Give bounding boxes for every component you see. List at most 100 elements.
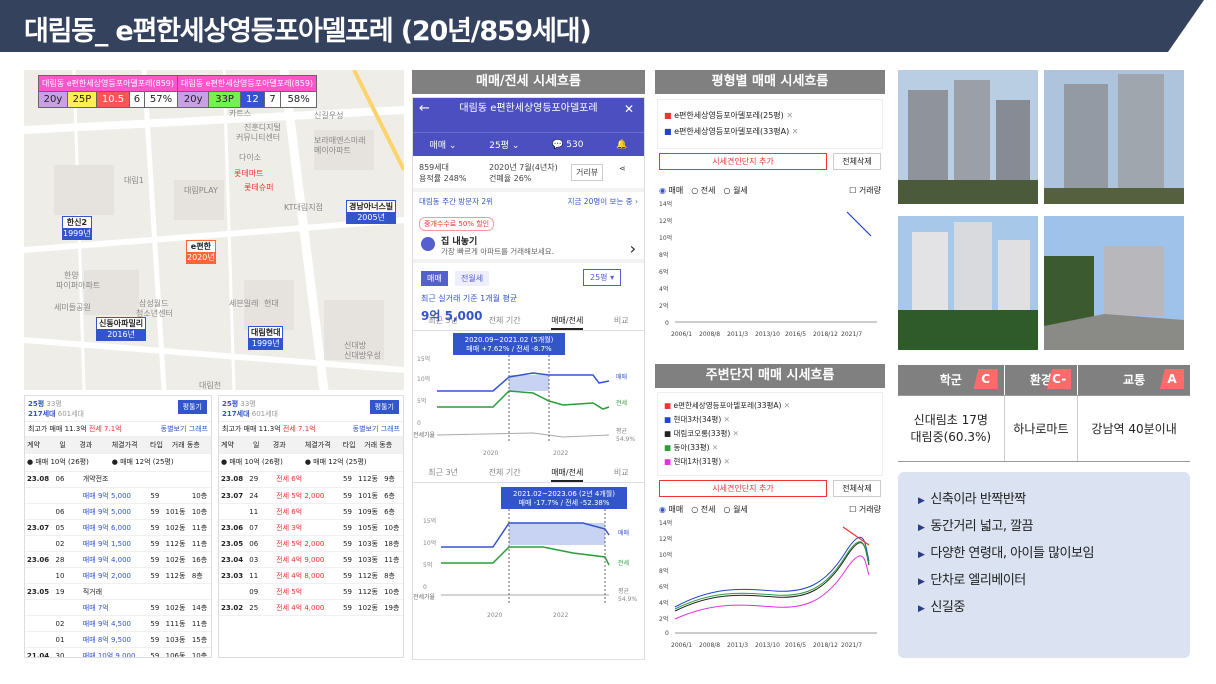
- grade-header-env: 환경 C-: [1004, 365, 1079, 396]
- remove-icon[interactable]: ✕: [732, 429, 739, 438]
- add-complex-button[interactable]: 시세견인단지 추가: [659, 480, 827, 497]
- compare-area-button[interactable]: 평툴기: [369, 400, 399, 414]
- svg-text:평균: 평균: [616, 427, 628, 435]
- building-view-button[interactable]: 동별보기: [352, 425, 379, 433]
- map-label: 세미들공원: [54, 303, 91, 312]
- series-item: ■ 현대1차(31평) ✕: [664, 457, 730, 466]
- svg-text:10억: 10억: [423, 539, 436, 547]
- price-chart-2: 2021.02~2023.06 (2년 4개월) 매매 -17.7% / 전세 …: [413, 487, 637, 619]
- series-item: ■ 현대3차(34평) ✕: [664, 415, 730, 424]
- svg-text:매매: 매매: [616, 373, 627, 381]
- radio-jeonse[interactable]: ○ 전세: [691, 505, 716, 514]
- nearby-chart: 14억 12억 10억 8억 6억 4억 2억 0 2006/1 2008/8 2011/3 201…: [659, 519, 877, 649]
- building-view-button[interactable]: 동별보기: [160, 425, 187, 433]
- svg-text:전세: 전세: [616, 399, 627, 407]
- section-title-nearby: 주변단지 매매 시세흐름: [655, 364, 885, 388]
- map-marker[interactable]: 한신2 1999년: [62, 216, 92, 240]
- map-label: 청소년센터: [136, 309, 173, 318]
- map-panel[interactable]: 카트스 신길우성 진훈디지털 커뮤니티센터 다이소 롯데마트 보라매엔스미래 메…: [24, 70, 404, 390]
- svg-text:10억: 10억: [659, 234, 672, 242]
- bell-icon[interactable]: 🔔: [616, 139, 628, 150]
- deal-type-select[interactable]: 매매 ⌄: [429, 141, 457, 151]
- map-marker[interactable]: 신동아파밀리 2016년: [96, 317, 147, 341]
- grade-header-school: 학군 C: [898, 365, 1005, 396]
- table-row: 23.05 06 전세 5억 2,000 59 103동 18층: [219, 535, 403, 552]
- chart-tab[interactable]: 전체 기간: [488, 316, 521, 325]
- graph-button[interactable]: 그래프: [380, 425, 400, 433]
- volume-checkbox[interactable]: ☐ 거래량: [849, 505, 881, 514]
- area-select[interactable]: 25평 ⌄: [489, 141, 520, 151]
- sale-tab[interactable]: 매매: [421, 271, 448, 286]
- radio-monthly[interactable]: ○ 월세: [723, 186, 748, 195]
- chart-tab[interactable]: 최근 3년: [428, 468, 459, 477]
- radio-jeonse[interactable]: ○ 전세: [691, 186, 716, 195]
- svg-text:2022: 2022: [553, 612, 568, 619]
- svg-text:15억: 15억: [417, 355, 430, 363]
- chart-tab[interactable]: 비교: [613, 468, 629, 477]
- table-row: 매매 7억 59 102동 14층: [25, 599, 211, 616]
- map-marker[interactable]: 대림현대 1999년: [248, 326, 284, 350]
- map-label: 메이아파트: [314, 146, 351, 155]
- share-icon[interactable]: ⋖: [619, 164, 626, 173]
- sell-home-banner[interactable]: 집 내놓기 가장 빠르게 아파트를 거래해보세요. ›: [413, 231, 644, 263]
- map-label: 롯데마트: [234, 169, 264, 178]
- svg-text:10억: 10억: [659, 551, 672, 559]
- chart-tab[interactable]: 비교: [613, 316, 629, 325]
- series-item: ■ e편한세상영등포아델포레(25평) ✕: [664, 111, 794, 120]
- series-line: [846, 211, 872, 237]
- svg-text:2021/7: 2021/7: [841, 642, 862, 649]
- chart-tab[interactable]: 최근 3년: [428, 316, 459, 325]
- chart-tab-active[interactable]: 매매/전세: [551, 315, 584, 330]
- table-row: 23.07 24 전세 5억 2,000 59 101동 6층: [219, 487, 403, 504]
- photo-1: [898, 70, 1038, 204]
- nearby-panel: ■ e편한세상영등포아델포레(33평A) ✕ ■ 현대3차(34평) ✕ ■ 대…: [655, 390, 885, 658]
- remove-icon[interactable]: ✕: [783, 401, 791, 410]
- svg-text:5억: 5억: [423, 561, 432, 569]
- radio-sale[interactable]: ◉ 매매: [659, 186, 684, 195]
- viewers-link[interactable]: 지금 20명이 보는 중 ›: [567, 197, 638, 206]
- school-value: 신대림초 17명 대림중(60.3%): [898, 395, 1005, 462]
- svg-text:2006/1: 2006/1: [671, 331, 692, 338]
- remove-icon[interactable]: ✕: [723, 415, 730, 424]
- svg-text:2011/3: 2011/3: [727, 642, 748, 649]
- features-box: 신축이라 반짝반짝 동간거리 넓고, 깔끔 다양한 연령대, 아이들 많이보임 …: [898, 472, 1190, 658]
- volume-checkbox[interactable]: ☐ 거래량: [849, 186, 881, 195]
- add-complex-button[interactable]: 시세견인단지 추가: [659, 153, 827, 170]
- rent-tab[interactable]: 전월세: [455, 271, 490, 286]
- compare-area-button[interactable]: 평툴기: [177, 400, 207, 414]
- svg-text:0: 0: [665, 630, 669, 637]
- map-label: 신길우성: [314, 111, 344, 120]
- chart-tab[interactable]: 전체 기간: [488, 468, 521, 477]
- series-item: ■ 동아(33평) ✕: [664, 443, 719, 452]
- comments-button[interactable]: 💬 530: [552, 139, 584, 150]
- svg-text:2억: 2억: [659, 615, 668, 623]
- map-label: KT대림지점: [284, 203, 323, 212]
- svg-text:2억: 2억: [659, 302, 668, 310]
- series-line: [842, 526, 870, 546]
- svg-text:2021/7: 2021/7: [841, 331, 862, 338]
- transport-value: 강남역 40분이내: [1077, 395, 1190, 462]
- remove-icon[interactable]: ✕: [711, 443, 719, 452]
- table-row: 02 매매 9억 4,500 59 111동 11층: [25, 615, 211, 632]
- graph-button[interactable]: 그래프: [188, 425, 208, 433]
- close-icon[interactable]: ✕: [623, 102, 634, 116]
- svg-text:5억: 5억: [417, 397, 426, 405]
- map-marker-selected[interactable]: e편한 2020년: [186, 240, 216, 264]
- radio-monthly[interactable]: ○ 월세: [723, 505, 748, 514]
- radio-sale[interactable]: ◉ 매매: [659, 505, 684, 514]
- svg-text:2020: 2020: [487, 612, 502, 619]
- svg-text:2016/5: 2016/5: [785, 331, 806, 338]
- street-view-button[interactable]: 거리뷰: [571, 164, 604, 181]
- remove-icon[interactable]: ✕: [791, 127, 799, 136]
- area-dropdown[interactable]: 25평 ▾: [583, 269, 622, 286]
- chart-tab-active[interactable]: 매매/전세: [551, 467, 584, 482]
- transactions-rows: 23.08 06 개약전조 매매 9억 5,000 59 10층 06 매매 9억 5,000…: [25, 471, 211, 657]
- map-marker[interactable]: 경남아너스빌 2005년: [346, 200, 397, 224]
- table-row: 06 매매 9억 5,000 59 101동 10층: [25, 503, 211, 520]
- clear-all-button[interactable]: 전체삭제: [833, 480, 881, 497]
- back-icon[interactable]: ←: [419, 101, 430, 116]
- svg-text:2022: 2022: [553, 450, 568, 457]
- remove-icon[interactable]: ✕: [723, 457, 730, 466]
- clear-all-button[interactable]: 전체삭제: [833, 153, 881, 170]
- remove-icon[interactable]: ✕: [786, 111, 794, 120]
